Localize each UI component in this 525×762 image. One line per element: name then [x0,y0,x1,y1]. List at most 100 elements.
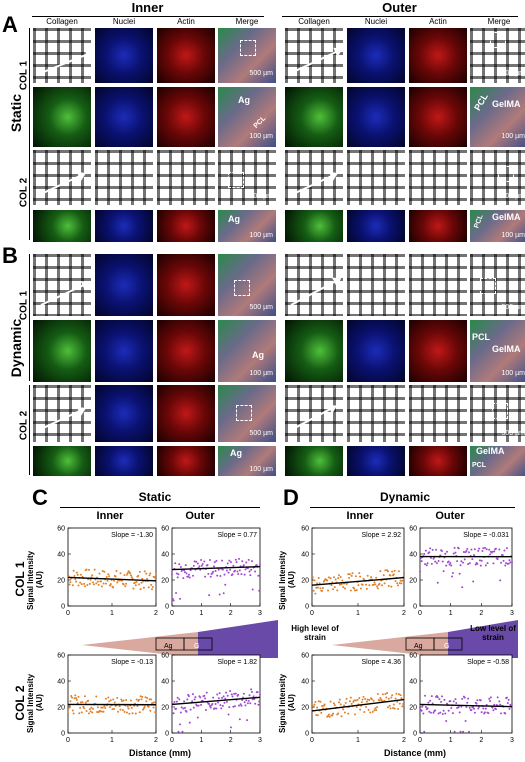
data-point [485,548,488,551]
data-point [477,549,480,552]
data-point [73,575,76,578]
data-point [83,707,86,710]
inner-wedge [332,632,448,658]
data-point [481,550,484,553]
data-point [329,700,332,703]
data-point [217,697,220,700]
data-point [440,700,443,703]
micrograph-nuclei [95,254,153,316]
y-tick-label: 0 [305,731,309,738]
data-point [69,700,72,703]
panel-letter-b: B [2,243,18,268]
data-point [382,574,385,577]
x-tick-label: 2 [479,610,483,617]
data-point [251,698,254,701]
data-point [365,705,368,708]
region-label-ag: Ag [230,448,242,458]
data-point [476,699,479,702]
data-point [234,558,237,561]
col-header-nuclei: Nuclei [364,17,388,26]
data-point [257,574,260,577]
data-point [403,697,405,700]
data-point [247,699,250,702]
scale-label: 100 µm [249,133,274,140]
data-point [489,553,492,556]
data-point [350,702,353,705]
data-point [429,711,432,714]
x-tick-label: 3 [258,737,262,744]
x-tick-label: 1 [449,737,453,744]
data-point [419,706,421,709]
data-point [398,702,401,705]
data-point [428,551,431,554]
x-tick-label: 2 [479,737,483,744]
data-point [379,696,382,699]
scale-label: 500 µm [249,304,274,311]
data-point [68,704,71,707]
data-point [102,582,105,585]
data-point [373,581,376,584]
data-point [356,698,359,701]
inner-header-line [32,16,264,17]
data-point [109,699,112,702]
data-point [191,700,194,703]
slope-label: Slope = 1.82 [217,659,257,666]
data-point [74,578,77,581]
scale-label: 100 µm [249,370,274,377]
data-point [179,711,182,714]
data-point [355,589,358,592]
data-point [224,697,227,700]
data-point [378,699,381,702]
data-point [358,572,361,575]
data-point [139,588,142,591]
data-point [175,572,178,575]
scale-label: 500 µm [249,70,274,77]
data-point [479,564,482,567]
data-point [470,548,473,551]
data-point [327,589,330,592]
data-point [336,589,339,592]
data-point [91,711,94,714]
data-point [451,575,454,578]
data-point [430,562,433,565]
x-tick-label: 2 [154,610,158,617]
data-point [141,695,144,698]
data-point [386,706,389,709]
data-point [475,702,478,705]
data-point [175,591,178,594]
data-point [349,696,352,699]
data-point [440,550,443,553]
outer-wedge [198,620,278,658]
data-point [500,561,503,564]
data-point [125,582,128,585]
inner-header: Inner [131,0,164,15]
data-point [250,568,253,571]
data-point [312,589,315,592]
micrograph-collagen [285,28,343,83]
data-point [221,696,224,699]
data-point [107,696,110,699]
data-point [311,580,313,583]
data-point [122,699,125,702]
data-point [246,719,249,722]
data-point [232,564,235,567]
data-point [323,703,326,706]
data-point [241,560,244,563]
data-point [327,713,330,716]
data-point [386,570,389,573]
data-point [111,708,114,711]
micrograph-nuclei [347,385,405,442]
data-point [176,696,179,699]
data-point [393,707,396,710]
data-point [351,572,354,575]
data-point [225,691,228,694]
data-point [488,697,491,700]
data-point [343,587,346,590]
data-point [504,564,507,567]
micrograph-actin [157,254,215,316]
data-point [183,571,186,574]
data-point [420,560,423,563]
data-point [319,700,322,703]
scale-label: 100 µm [249,466,274,473]
data-point [458,572,461,575]
